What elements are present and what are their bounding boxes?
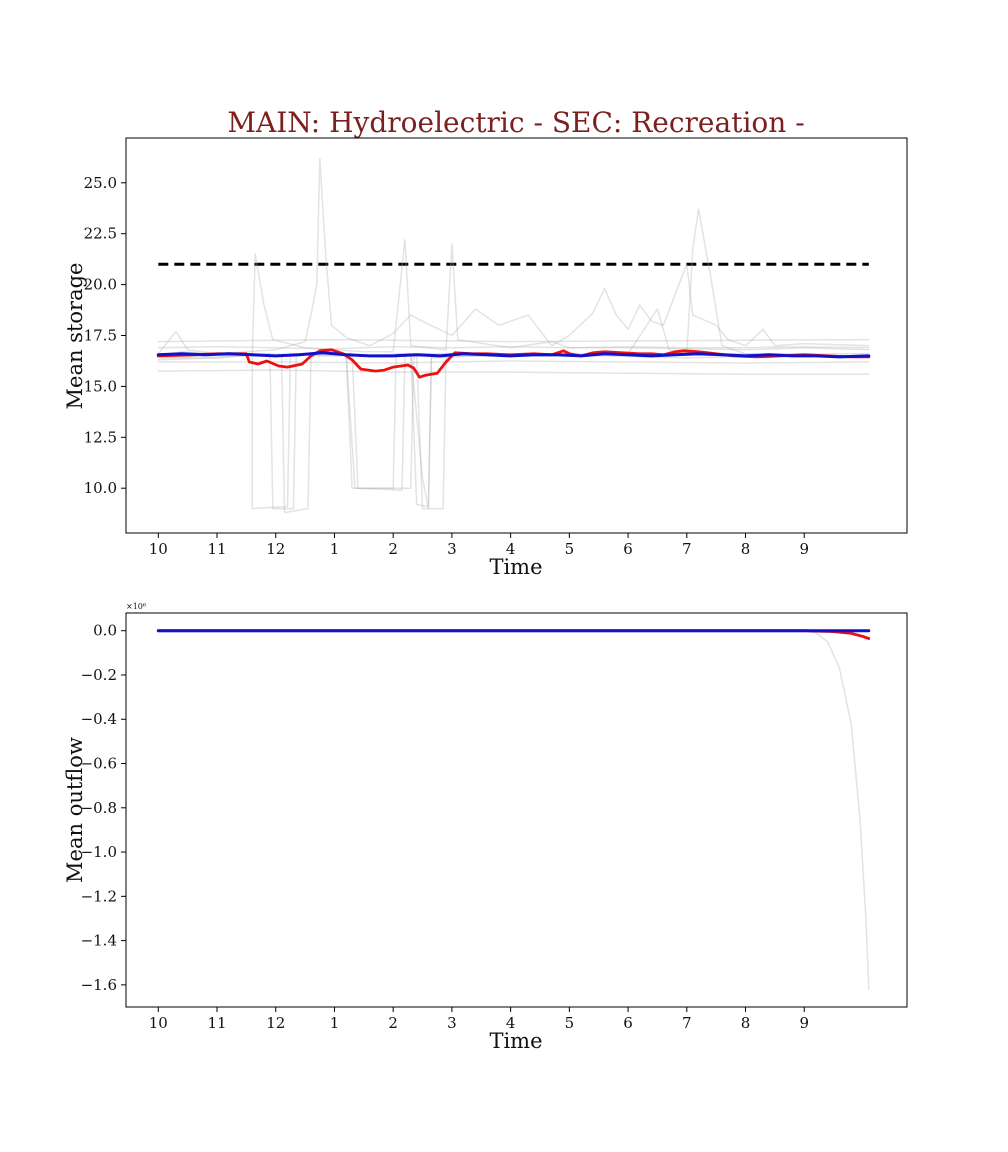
outflow-x-tick-label: 4 [506,1014,516,1032]
outflow-y-tick-label: −0.8 [81,799,117,817]
outflow-y-tick-label: −0.6 [81,755,117,773]
storage-gray-series-line [157,360,870,364]
outflow-axes-frame [125,612,908,1008]
storage-x-tick-label: 6 [623,540,633,558]
storage-axes-frame [125,137,908,534]
outflow-x-tick-label: 12 [266,1014,285,1032]
outflow-y-tick-label: −1.4 [81,932,117,950]
storage-x-tick-label: 2 [388,540,398,558]
outflow-y-tick-label: −1.6 [81,976,117,994]
storage-plot: 10 11 12 1 2 3 4 5 6 7 8 910.012.515.017.520.022.52… [63,137,908,579]
outflow-x-tick-label: 8 [741,1014,751,1032]
storage-axis-ticks: 10 11 12 1 2 3 4 5 6 7 8 910.012.515.017.520.022.52… [84,174,809,558]
storage-y-tick-label: 25.0 [84,174,117,192]
storage-x-tick-label: 1 [330,540,340,558]
storage-x-tick-label: 7 [682,540,692,558]
outflow-x-tick-label: 6 [623,1014,633,1032]
outflow-y-axis-label: Mean outflow [63,737,87,883]
storage-y-tick-label: 15.0 [84,377,117,395]
outflow-x-axis-label: Time [489,1029,542,1053]
outflow-x-tick-label: 11 [207,1014,226,1032]
storage-y-tick-label: 22.5 [84,225,117,243]
outflow-series-lines [156,629,871,991]
outflow-x-tick-label: 1 [330,1014,340,1032]
storage-x-tick-label: 3 [447,540,457,558]
outflow-y-tick-label: −1.0 [81,843,117,861]
storage-series-lines [156,157,871,514]
storage-x-tick-label: 11 [207,540,226,558]
storage-x-tick-label: 12 [266,540,285,558]
storage-gray-series-line [157,369,870,375]
storage-x-axis-label: Time [489,555,542,579]
outflow-y-tick-label: −0.2 [81,666,117,684]
outflow-x-tick-label: 5 [565,1014,575,1032]
outflow-y-tick-label: 0.0 [93,622,117,640]
storage-gray-series-line [157,338,870,343]
storage-red-series-line [156,348,871,379]
outflow-x-tick-label: 7 [682,1014,692,1032]
storage-x-tick-label: 9 [799,540,809,558]
storage-y-tick-label: 20.0 [84,276,117,294]
storage-y-tick-label: 10.0 [84,479,117,497]
outflow-x-tick-label: 3 [447,1014,457,1032]
storage-x-tick-label: 5 [565,540,575,558]
chart-title: MAIN: Hydroelectric - SEC: Recreation - [227,106,804,139]
outflow-axis-ticks: 10 11 12 1 2 3 4 5 6 7 8 90.0−0.2−0.4−0.6−0.8−1.0−1… [81,622,809,1032]
outflow-x-tick-label: 2 [388,1014,398,1032]
outflow-y-tick-label: −1.2 [81,887,117,905]
storage-y-tick-label: 12.5 [84,428,117,446]
storage-gray-series-line [157,157,870,357]
storage-y-tick-label: 17.5 [84,327,117,345]
outflow-x-tick-label: 10 [149,1014,168,1032]
storage-x-tick-label: 8 [741,540,751,558]
outflow-y-tick-label: −0.4 [81,710,117,728]
storage-x-tick-label: 4 [506,540,516,558]
storage-blue-series-line [156,351,871,359]
outflow-plot: 10 11 12 1 2 3 4 5 6 7 8 90.0−0.2−0.4−0.6−0.8−1.0−1… [63,602,908,1053]
outflow-scale-multiplier: ×10⁶ [126,602,146,611]
storage-y-axis-label: Mean storage [63,263,87,410]
outflow-x-tick-label: 9 [799,1014,809,1032]
storage-x-tick-label: 10 [149,540,168,558]
storage-gray-series-line [157,345,870,350]
